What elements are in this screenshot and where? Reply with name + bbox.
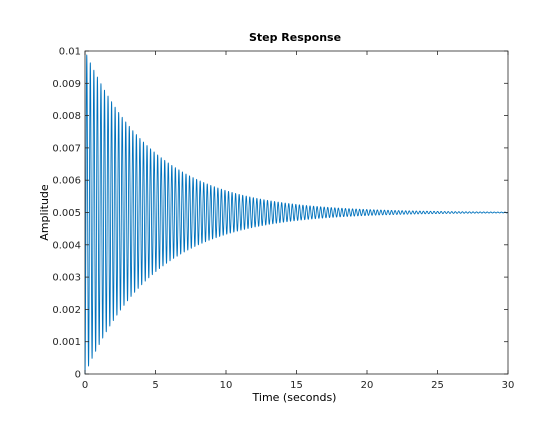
x-tick-label: 20 xyxy=(361,380,374,391)
y-tick-labels: 0 0.001 0.002 0.003 0.004 0.005 0.006 0.007 0.00… xyxy=(52,47,81,381)
y-tick-label: 0.01 xyxy=(59,47,81,58)
x-axis-label: Time (seconds) xyxy=(252,391,337,404)
plot-area xyxy=(84,50,509,375)
y-tick-label: 0.005 xyxy=(52,208,81,219)
step-response-line xyxy=(84,54,509,375)
x-tick-label: 30 xyxy=(502,380,515,391)
y-axis-label: Amplitude xyxy=(38,184,51,241)
x-tick-label: 10 xyxy=(220,380,233,391)
y-tick-label: 0.007 xyxy=(52,143,81,154)
chart-title: Step Response xyxy=(249,31,341,44)
x-tick-label: 0 xyxy=(82,380,88,391)
y-tick-label: 0.001 xyxy=(52,337,81,348)
x-tick-label: 15 xyxy=(290,380,303,391)
y-tick-label: 0.002 xyxy=(52,305,81,316)
series-step-response xyxy=(84,54,509,375)
y-tick-label: 0.003 xyxy=(52,273,81,284)
y-tick-label: 0.004 xyxy=(52,240,81,251)
x-tick-label: 5 xyxy=(152,380,158,391)
y-tick-label: 0.008 xyxy=(52,111,81,122)
x-tick-labels: 0 5 10 15 20 25 30 xyxy=(82,380,515,391)
y-tick-label: 0.006 xyxy=(52,176,81,187)
axis-ticks xyxy=(84,50,509,375)
x-tick-label: 25 xyxy=(431,380,444,391)
y-tick-label: 0.009 xyxy=(52,79,81,90)
y-tick-label: 0 xyxy=(75,370,81,381)
